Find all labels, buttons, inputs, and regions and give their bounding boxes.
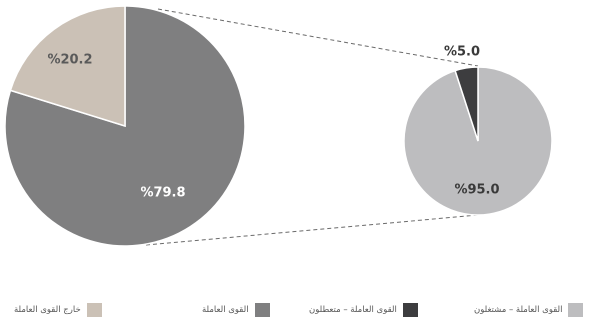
- legend-label-unemployed: القوى العاملة – متعطلون: [309, 305, 397, 315]
- legend-swatch-labor-force: [254, 303, 270, 317]
- slice-labor-force: [4, 5, 246, 247]
- slice-labels: %79.8 %20.2 %95.0 %5.0: [47, 45, 499, 201]
- slice-outside-labor-force: [9, 5, 126, 128]
- slice-outside-labor-force-label: %20.2: [47, 53, 92, 68]
- legend-label-employed: القوى العاملة – مشتغلون: [474, 305, 563, 315]
- legend-item-labor-force: القوى العاملة: [202, 302, 270, 318]
- slice-employed-label: %95.0: [454, 183, 499, 198]
- legend-swatch-employed: [568, 303, 584, 317]
- legend-label-labor-force: القوى العاملة: [202, 305, 249, 315]
- connector-line-top: [157, 8, 479, 67]
- slice-unemployed: [454, 66, 479, 142]
- legend-item-outside-labor-force: خارج القوى العاملة: [14, 302, 102, 318]
- slice-unemployed-label: %5.0: [444, 45, 480, 60]
- connector-lines: [145, 8, 479, 246]
- legend-swatch-unemployed: [402, 303, 418, 317]
- legend-label-outside-labor-force: خارج القوى العاملة: [14, 305, 81, 315]
- detail-pie: [403, 66, 553, 216]
- legend-swatch-outside-labor-force: [86, 303, 102, 317]
- slice-labor-force-label: %79.8: [140, 186, 185, 201]
- legend-item-unemployed: القوى العاملة – متعطلون: [309, 302, 418, 318]
- legend-item-employed: القوى العاملة – مشتغلون: [474, 302, 584, 318]
- main-pie: [4, 5, 246, 247]
